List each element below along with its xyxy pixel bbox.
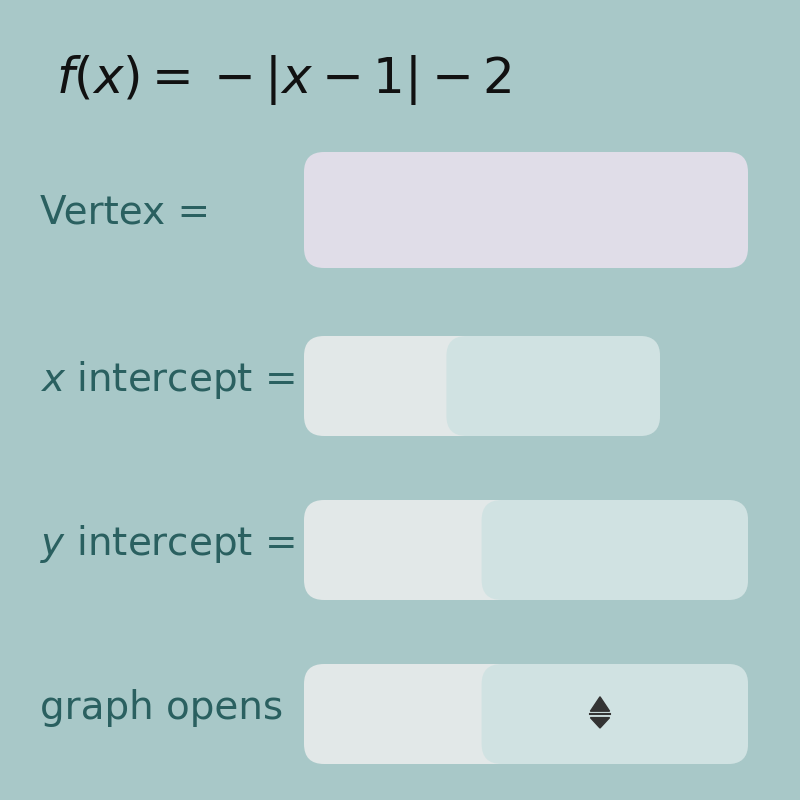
FancyBboxPatch shape bbox=[304, 664, 748, 764]
FancyBboxPatch shape bbox=[446, 336, 660, 436]
Polygon shape bbox=[590, 718, 610, 728]
Text: $y$ intercept =: $y$ intercept = bbox=[40, 523, 295, 565]
Text: graph opens: graph opens bbox=[40, 689, 283, 727]
FancyBboxPatch shape bbox=[482, 664, 748, 764]
Text: $x$ intercept =: $x$ intercept = bbox=[40, 359, 295, 401]
Polygon shape bbox=[590, 697, 610, 711]
Text: Vertex =: Vertex = bbox=[40, 193, 210, 231]
Text: $f(x) = -|x - 1| - 2$: $f(x) = -|x - 1| - 2$ bbox=[56, 53, 511, 107]
FancyBboxPatch shape bbox=[304, 336, 660, 436]
FancyBboxPatch shape bbox=[304, 152, 748, 268]
FancyBboxPatch shape bbox=[304, 500, 748, 600]
FancyBboxPatch shape bbox=[482, 500, 748, 600]
